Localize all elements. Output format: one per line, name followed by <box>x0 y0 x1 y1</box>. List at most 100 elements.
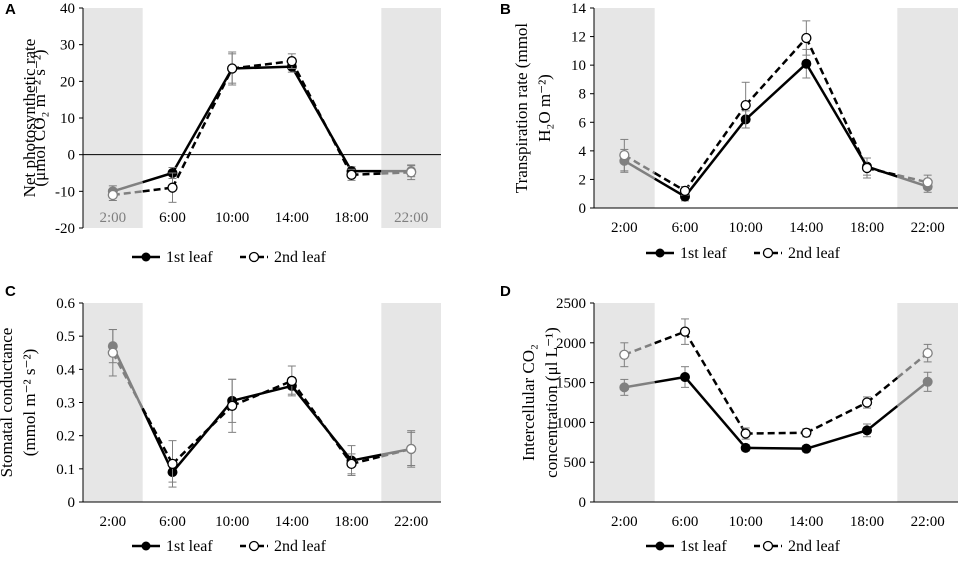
y-tick-label: -10 <box>55 184 75 200</box>
data-point-2nd-leaf <box>167 458 178 470</box>
legend-marker-1st-leaf <box>141 541 151 551</box>
series-1st-leaf-segment <box>142 171 173 184</box>
x-tick-label: 2:00 <box>611 514 638 530</box>
series-2nd-leaf-segment <box>896 352 929 379</box>
data-point-1st-leaf <box>862 425 872 436</box>
y-axis-label: concentration (μl L⁻¹) <box>542 327 561 478</box>
data-point-2nd-leaf <box>922 177 933 188</box>
y-tick-label: 8 <box>579 87 587 103</box>
x-tick-label: 18:00 <box>850 220 884 236</box>
x-tick-label: 10:00 <box>729 220 763 236</box>
data-point-2nd-leaf <box>227 63 238 74</box>
x-tick-label: 10:00 <box>729 514 763 530</box>
x-tick-label: 18:00 <box>334 514 368 530</box>
legend-marker-1st-leaf <box>655 248 665 258</box>
data-point-2nd-leaf <box>922 347 933 359</box>
panel-d: D Intercellular CO₂ concentration (μl L⁻¹)… <box>500 283 958 555</box>
x-tick-label: 22:00 <box>911 220 945 236</box>
y-tick-label: 4 <box>579 144 587 160</box>
panel-letter: C <box>5 283 16 300</box>
data-point-2nd-leaf <box>679 185 691 197</box>
series-1st-leaf-segment <box>654 375 686 384</box>
panel-letter: B <box>500 1 511 18</box>
y-tick-label: 10 <box>571 58 586 74</box>
series-2nd-leaf-segment <box>623 342 656 356</box>
x-tick-label: 6:00 <box>672 514 699 530</box>
x-tick-label: 14:00 <box>275 514 309 530</box>
legend-label-2nd-leaf: 2nd leaf <box>788 245 841 262</box>
legend-marker-2nd-leaf <box>248 540 260 552</box>
series-2nd-leaf-segment <box>866 166 898 177</box>
series-2nd-leaf <box>107 329 417 488</box>
data-point-2nd-leaf <box>107 347 118 358</box>
series-1st-leaf-segment <box>624 380 655 389</box>
series-1st-leaf <box>107 53 417 198</box>
y-axis-label: Net photosynthetic rate <box>20 39 39 198</box>
series-2nd-leaf-segment <box>744 37 808 106</box>
x-tick-label: 22:00 <box>911 514 945 530</box>
data-point-2nd-leaf <box>107 189 118 201</box>
series-1st-leaf-segment <box>805 63 869 168</box>
x-tick-label: 2:00 <box>611 220 638 236</box>
panel-letter: A <box>5 1 16 18</box>
y-tick-label: 20 <box>60 74 75 90</box>
series-1st-leaf-segment <box>351 453 382 462</box>
y-tick-label: 0.4 <box>56 362 75 378</box>
y-tick-label: 10 <box>60 111 75 127</box>
y-tick-label: 14 <box>571 1 587 17</box>
y-tick-label: 1000 <box>556 415 586 431</box>
y-tick-label: 30 <box>60 38 75 54</box>
series-1st-leaf-segment <box>654 177 686 198</box>
legend-label-1st-leaf: 1st leaf <box>166 538 213 555</box>
legend: 1st leaf 2nd leaf <box>646 245 841 262</box>
night-shade-200 <box>594 303 655 502</box>
data-point-2nd-leaf <box>406 167 417 178</box>
data-point-2nd-leaf <box>679 326 691 337</box>
y-axis-label: Transpiration rate (mmol <box>512 23 531 194</box>
y-tick-label: 0.1 <box>56 462 75 478</box>
data-point-2nd-leaf <box>346 458 357 470</box>
data-point-1st-leaf <box>680 372 690 383</box>
series-2nd-leaf-segment <box>654 330 686 345</box>
y-axis-label: Intercellular CO₂ <box>519 344 538 461</box>
series-1st-leaf-segment <box>896 175 929 188</box>
data-point-1st-leaf <box>922 376 933 387</box>
series-2nd-leaf-segment <box>866 376 899 404</box>
series-1st-leaf-segment <box>171 400 234 473</box>
y-tick-label: 2 <box>579 172 587 188</box>
y-tick-label: 0.5 <box>56 329 75 345</box>
legend-label-1st-leaf: 1st leaf <box>680 538 727 555</box>
y-tick-label: 2000 <box>556 336 586 352</box>
series-1st-leaf-segment <box>290 385 353 462</box>
data-point-1st-leaf <box>801 58 812 69</box>
legend-label-2nd-leaf: 2nd leaf <box>274 538 327 555</box>
y-axis-label: H₂O m⁻²) <box>535 74 554 142</box>
series-2nd-leaf-segment <box>232 59 292 70</box>
night-shade-200 <box>594 8 655 208</box>
series-2nd-leaf-segment <box>171 67 234 189</box>
y-tick-label: 500 <box>564 455 587 471</box>
y-axis-label: (μmol CO₂ m⁻² s⁻²) <box>30 49 49 186</box>
series-1st-leaf-segment <box>866 405 899 432</box>
data-point-1st-leaf <box>801 443 812 454</box>
y-tick-label: -20 <box>55 221 75 237</box>
series-2nd-leaf-segment <box>683 104 747 192</box>
panel-a: A Net photosynthetic rate(μmol CO₂ m⁻² s⁻… <box>5 1 441 266</box>
x-tick-label: 22:00 <box>394 514 428 530</box>
data-point-2nd-leaf <box>740 428 751 439</box>
data-point-2nd-leaf <box>801 427 812 438</box>
series-2nd-leaf-segment <box>683 331 747 435</box>
x-tick-label: 14:00 <box>789 514 823 530</box>
series-1st-leaf-segment <box>896 380 929 408</box>
data-point-2nd-leaf <box>346 169 357 180</box>
x-tick-label: 10:00 <box>215 210 249 226</box>
x-tick-label: 2:00 <box>99 514 126 530</box>
y-tick-label: 0.2 <box>56 429 75 445</box>
series-2nd-leaf-segment <box>897 173 928 184</box>
legend-label-1st-leaf: 1st leaf <box>680 245 727 262</box>
y-tick-label: 0 <box>68 495 76 511</box>
legend-marker-2nd-leaf <box>762 247 774 259</box>
y-tick-label: 2500 <box>556 296 586 312</box>
